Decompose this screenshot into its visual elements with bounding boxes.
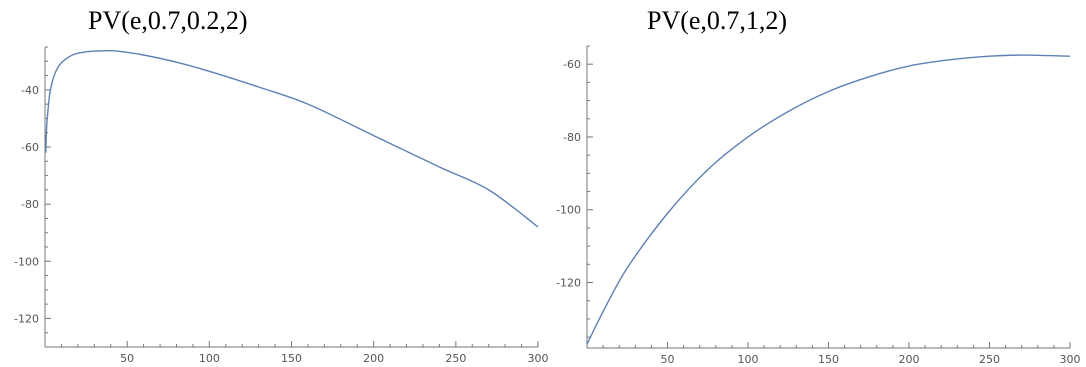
left-y-tick-label: -80 — [21, 198, 39, 211]
left-chart-panel: PV(e,0.7,0.2,2) 50 100 150 200 250 300 -40 -60 -… — [14, 6, 549, 365]
left-x-tick-label: 150 — [281, 352, 302, 365]
left-x-tick-label: 100 — [199, 352, 220, 365]
left-y-tick-label: -120 — [14, 312, 39, 325]
right-y-tick-label: -100 — [556, 204, 581, 217]
left-y-tick-label: -40 — [21, 84, 39, 97]
left-x-tick-label: 250 — [445, 352, 466, 365]
left-x-tick-label: 50 — [120, 352, 134, 365]
right-x-tick-label: 200 — [899, 353, 920, 366]
right-x-tick-label: 150 — [818, 353, 839, 366]
left-series-line — [45, 50, 539, 228]
right-x-tick-label: 100 — [738, 353, 759, 366]
left-chart-title: PV(e,0.7,0.2,2) — [88, 6, 248, 35]
right-series-line — [586, 54, 1071, 345]
right-y-tick-label: -60 — [563, 58, 581, 71]
right-chart-title: PV(e,0.7,1,2) — [647, 6, 788, 35]
right-x-tick-label: 300 — [1060, 353, 1081, 366]
left-x-tick-label: 300 — [528, 352, 549, 365]
left-chart-plot: 50 100 150 200 250 300 -40 -60 -80 -100 -120 — [14, 46, 549, 365]
right-y-tick-label: -120 — [556, 277, 581, 290]
right-chart-plot: 50 100 150 200 250 300 -60 -80 -100 -120 — [556, 45, 1081, 366]
right-y-tick-label: -80 — [563, 131, 581, 144]
left-y-tick-label: -60 — [21, 141, 39, 154]
right-x-tick-label: 250 — [979, 353, 1000, 366]
left-x-tick-label: 200 — [363, 352, 384, 365]
right-chart-panel: PV(e,0.7,1,2) 50 100 150 200 250 300 -60 -80 -10… — [543, 0, 1086, 367]
left-y-tick-label: -100 — [14, 255, 39, 268]
right-x-tick-label: 50 — [661, 353, 675, 366]
